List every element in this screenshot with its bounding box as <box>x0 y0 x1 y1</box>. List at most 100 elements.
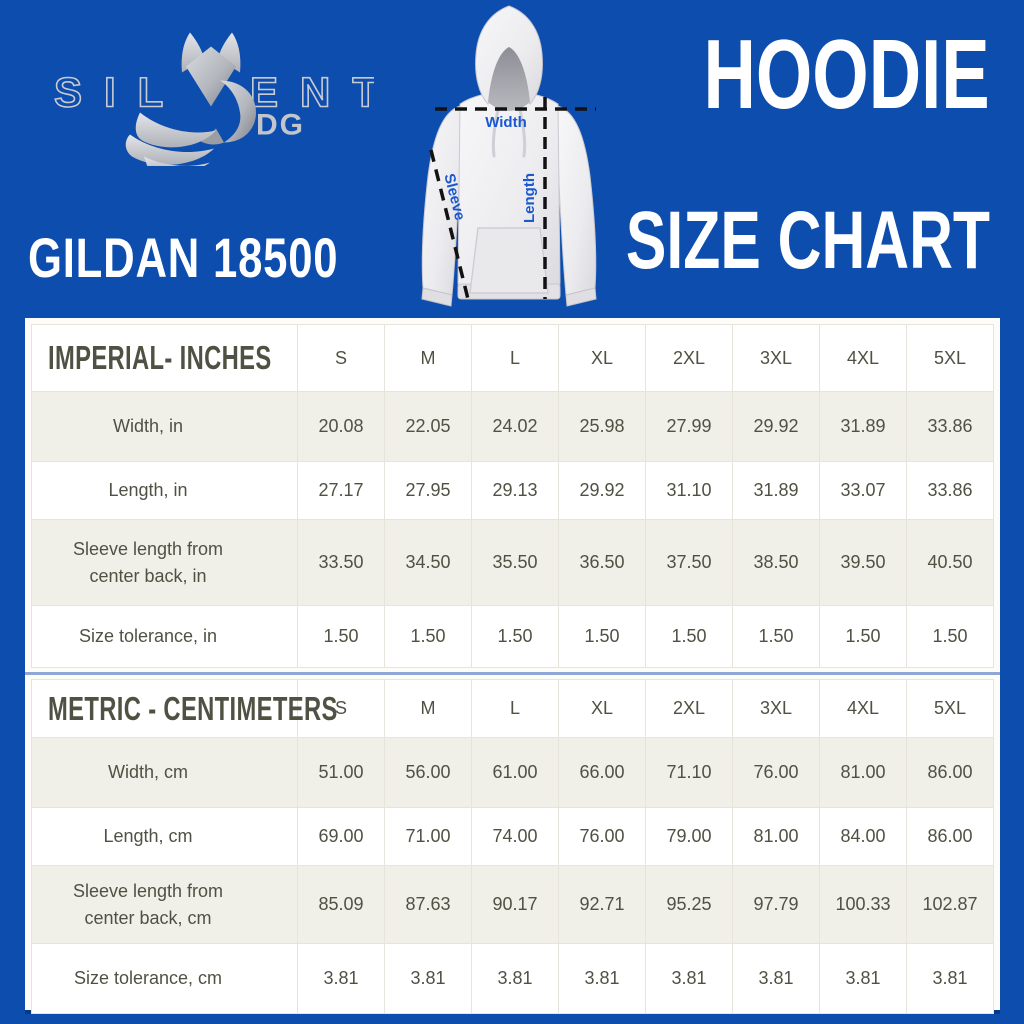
size-column-header: XL <box>558 324 646 392</box>
size-value-cell: 25.98 <box>558 391 646 462</box>
size-value-cell: 40.50 <box>906 519 994 606</box>
size-column-header: 3XL <box>732 679 820 738</box>
metric-header-row: METRIC - CENTIMETERS S M L XL 2XL 3XL 4XL 5XL <box>31 679 994 738</box>
page-title-line1: HOODIE <box>703 19 990 129</box>
size-column-header: 2XL <box>645 679 733 738</box>
size-column-header: 3XL <box>732 324 820 392</box>
length-measure-label: Length <box>521 173 538 223</box>
row-label: Width, cm <box>31 737 298 808</box>
size-value-cell: 1.50 <box>558 605 646 668</box>
row-label: Size tolerance, cm <box>31 943 298 1014</box>
row-label: Length, cm <box>31 807 298 866</box>
size-value-cell: 37.50 <box>645 519 733 606</box>
size-value-cell: 20.08 <box>297 391 385 462</box>
size-column-header: M <box>384 324 472 392</box>
row-label: Sleeve length from center back, in <box>31 519 298 606</box>
width-measure-label: Width <box>485 114 527 131</box>
size-value-cell: 1.50 <box>906 605 994 668</box>
measurement-lines <box>429 97 596 300</box>
size-value-cell: 86.00 <box>906 737 994 808</box>
size-column-header: 4XL <box>819 679 907 738</box>
row-label: Size tolerance, in <box>31 605 298 668</box>
size-value-cell: 27.17 <box>297 461 385 520</box>
size-value-cell: 71.10 <box>645 737 733 808</box>
imperial-table-title: IMPERIAL- INCHES <box>31 324 298 392</box>
fox-logo-icon: SIL ENT DG <box>53 32 379 174</box>
size-value-cell: 1.50 <box>819 605 907 668</box>
size-value-cell: 22.05 <box>384 391 472 462</box>
size-column-header: 2XL <box>645 324 733 392</box>
size-value-cell: 1.50 <box>645 605 733 668</box>
size-value-cell: 1.50 <box>471 605 559 668</box>
table-row: Width, cm 51.00 56.00 61.00 66.00 71.10 76.00 8… <box>31 737 994 808</box>
table-divider <box>25 672 1000 675</box>
table-row: Width, in 20.08 22.05 24.02 25.98 27.99 29.92 3… <box>31 391 994 462</box>
imperial-size-table: IMPERIAL- INCHES S M L XL 2XL 3XL 4XL 5XL Width… <box>31 324 994 668</box>
size-value-cell: 31.89 <box>819 391 907 462</box>
metric-table-title: METRIC - CENTIMETERS <box>31 679 337 738</box>
size-value-cell: 76.00 <box>732 737 820 808</box>
size-value-cell: 29.92 <box>732 391 820 462</box>
size-column-header: 5XL <box>906 679 994 738</box>
size-column-header: L <box>471 679 559 738</box>
size-value-cell: 38.50 <box>732 519 820 606</box>
size-value-cell: 39.50 <box>819 519 907 606</box>
size-value-cell: 74.00 <box>471 807 559 866</box>
size-value-cell: 33.50 <box>297 519 385 606</box>
table-row: Length, cm 69.00 71.00 74.00 76.00 79.00 81.00… <box>31 807 994 866</box>
size-value-cell: 3.81 <box>384 943 472 1014</box>
row-label: Length, in <box>31 461 298 520</box>
size-value-cell: 29.13 <box>471 461 559 520</box>
size-value-cell: 102.87 <box>906 865 994 944</box>
size-value-cell: 1.50 <box>384 605 472 668</box>
size-value-cell: 31.89 <box>732 461 820 520</box>
size-column-header: 5XL <box>906 324 994 392</box>
page-title-line2: SIZE CHART <box>625 195 990 286</box>
size-column-header: M <box>384 679 472 738</box>
size-value-cell: 3.81 <box>471 943 559 1014</box>
size-value-cell: 35.50 <box>471 519 559 606</box>
size-value-cell: 90.17 <box>471 865 559 944</box>
size-value-cell: 3.81 <box>297 943 385 1014</box>
size-value-cell: 66.00 <box>558 737 646 808</box>
size-value-cell: 24.02 <box>471 391 559 462</box>
size-value-cell: 69.00 <box>297 807 385 866</box>
size-value-cell: 51.00 <box>297 737 385 808</box>
size-value-cell: 3.81 <box>906 943 994 1014</box>
size-value-cell: 86.00 <box>906 807 994 866</box>
size-value-cell: 34.50 <box>384 519 472 606</box>
size-column-header: S <box>297 679 385 738</box>
size-value-cell: 81.00 <box>819 737 907 808</box>
table-row: Length, in 27.17 27.95 29.13 29.92 31.10 31.89… <box>31 461 994 520</box>
brand-text-left: SIL <box>54 69 185 116</box>
size-tables-panel: IMPERIAL- INCHES S M L XL 2XL 3XL 4XL 5XL Width… <box>25 318 1000 1014</box>
size-value-cell: 27.99 <box>645 391 733 462</box>
size-value-cell: 87.63 <box>384 865 472 944</box>
size-value-cell: 71.00 <box>384 807 472 866</box>
size-value-cell: 27.95 <box>384 461 472 520</box>
size-value-cell: 3.81 <box>819 943 907 1014</box>
size-value-cell: 100.33 <box>819 865 907 944</box>
size-value-cell: 3.81 <box>558 943 646 1014</box>
brand-sub-text: DG <box>256 109 305 142</box>
size-value-cell: 79.00 <box>645 807 733 866</box>
size-column-header: 4XL <box>819 324 907 392</box>
brand-text-right: ENT <box>250 69 374 116</box>
table-row: Size tolerance, cm 3.81 3.81 3.81 3.81 3.81 3.… <box>31 943 994 1014</box>
product-model-title: GILDAN 18500 <box>28 226 339 289</box>
size-value-cell: 33.86 <box>906 461 994 520</box>
imperial-header-row: IMPERIAL- INCHES S M L XL 2XL 3XL 4XL 5XL <box>31 324 994 392</box>
size-value-cell: 61.00 <box>471 737 559 808</box>
size-value-cell: 3.81 <box>732 943 820 1014</box>
size-value-cell: 29.92 <box>558 461 646 520</box>
size-value-cell: 97.79 <box>732 865 820 944</box>
size-value-cell: 1.50 <box>732 605 820 668</box>
hoodie-icon: Width Sleeve Length <box>421 5 597 307</box>
size-value-cell: 36.50 <box>558 519 646 606</box>
size-value-cell: 1.50 <box>297 605 385 668</box>
size-column-header: XL <box>558 679 646 738</box>
brand-logo: SIL ENT DG <box>44 26 379 174</box>
size-value-cell: 33.86 <box>906 391 994 462</box>
row-label: Width, in <box>31 391 298 462</box>
hoodie-measurement-diagram: Width Sleeve Length <box>390 0 628 314</box>
